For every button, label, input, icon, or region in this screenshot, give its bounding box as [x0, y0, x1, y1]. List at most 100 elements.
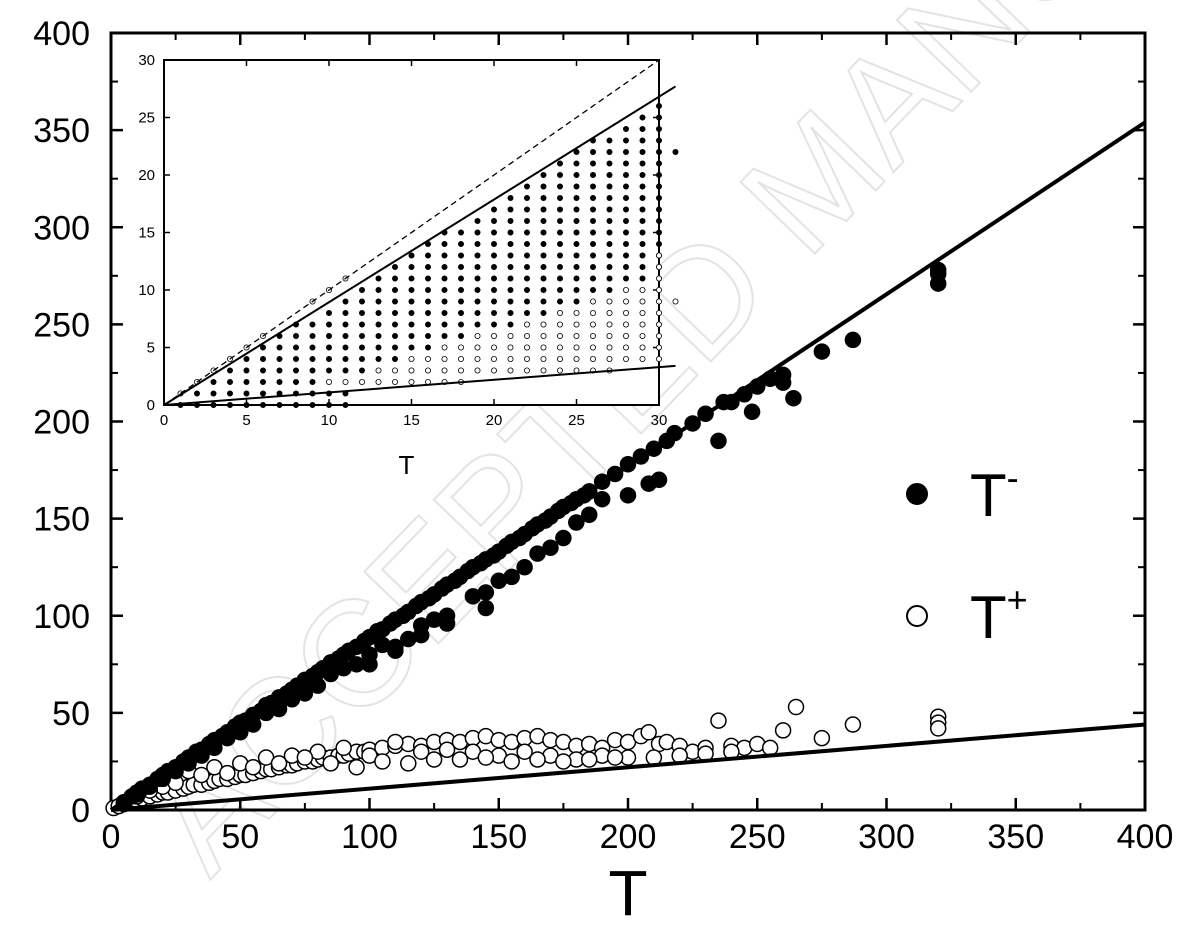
data-point-t-plus	[270, 755, 288, 772]
inset-point-filled	[457, 309, 464, 316]
inset-point-filled	[507, 229, 514, 236]
inset-point-open	[540, 332, 547, 339]
inset-point-filled	[573, 206, 580, 213]
inset-point-open	[573, 332, 580, 339]
inset-point-open	[656, 252, 663, 259]
inset-point-filled	[573, 194, 580, 201]
inset-point-filled	[474, 252, 481, 259]
inset-point-filled	[424, 309, 431, 316]
legend-label-t-minus: T-	[970, 457, 1019, 529]
inset-point-filled	[606, 229, 613, 236]
inset-point-filled	[490, 298, 497, 305]
inset-point-filled	[557, 206, 564, 213]
inset-point-filled	[441, 263, 448, 270]
main-reference-line	[109, 120, 1147, 812]
data-point-t-minus	[477, 584, 495, 601]
inset-point-filled	[375, 355, 382, 362]
inset-point-open	[606, 309, 613, 316]
inset-point-filled	[507, 275, 514, 282]
inset-point-filled	[490, 286, 497, 293]
data-point-t-plus	[374, 753, 391, 770]
data-point-t-plus	[555, 753, 572, 770]
data-point-t-minus	[650, 471, 668, 489]
inset-point-filled	[557, 240, 564, 247]
inset-point-open	[573, 309, 580, 316]
inset-point-filled	[557, 183, 564, 190]
inset-point-filled	[639, 252, 646, 259]
inset-point-open	[457, 344, 464, 351]
inset-point-filled	[424, 321, 431, 328]
inset-point-filled	[606, 171, 613, 178]
inset-point-open	[507, 367, 514, 374]
main-y-tick-label: 0	[71, 792, 90, 830]
inset-point-filled	[639, 160, 646, 167]
inset-point-filled	[441, 309, 448, 316]
data-point-t-plus	[516, 743, 533, 760]
inset-point-open	[672, 298, 679, 305]
inset-point-filled	[408, 344, 415, 351]
main-y-tick-label: 200	[33, 404, 90, 442]
data-point-t-plus	[412, 743, 430, 760]
inset-point-filled	[590, 286, 597, 293]
data-point-t-minus	[774, 374, 792, 391]
inset-point-filled	[457, 332, 464, 339]
inset-point-filled	[457, 286, 464, 293]
inset-point-filled	[424, 298, 431, 305]
inset-point-open	[342, 378, 349, 385]
inset-point-open	[656, 309, 663, 316]
main-y-tick-label: 300	[33, 209, 90, 247]
inset-point-filled	[639, 217, 646, 224]
inset-point-filled	[325, 321, 332, 328]
data-point-t-plus	[451, 751, 469, 768]
data-point-t-minus	[438, 615, 456, 632]
inset-point-open	[557, 355, 564, 362]
data-point-t-minus	[593, 490, 611, 508]
inset-point-open	[656, 275, 663, 282]
inset-point-open	[391, 378, 398, 385]
data-point-t-plus	[844, 716, 862, 733]
inset-point-filled	[474, 229, 481, 236]
inset-point-filled	[474, 217, 481, 224]
inset-point-filled	[424, 286, 431, 293]
inset-reference-line	[163, 364, 676, 406]
inset-point-filled	[540, 263, 547, 270]
inset-point-filled	[639, 126, 646, 133]
inset-point-filled	[391, 263, 398, 270]
inset-point-filled	[639, 263, 646, 270]
inset-point-filled	[639, 137, 646, 144]
inset-point-filled	[524, 298, 531, 305]
inset-point-filled	[623, 229, 630, 236]
inset-point-filled	[408, 252, 415, 259]
inset-point-filled	[391, 275, 398, 282]
legend-marker-t-minus	[906, 483, 928, 505]
inset-point-open	[557, 332, 564, 339]
data-point-t-minus	[516, 558, 533, 576]
inset-point-filled	[656, 137, 663, 144]
inset-point-filled	[656, 229, 663, 236]
inset-point-open	[358, 378, 365, 385]
inset-point-filled	[391, 355, 398, 362]
inset-point-filled	[474, 298, 481, 305]
inset-point-filled	[309, 401, 316, 408]
inset-y-tick-label: 5	[147, 340, 155, 357]
inset-point-filled	[623, 126, 630, 133]
inset-point-filled	[309, 367, 316, 374]
inset-point-filled	[507, 217, 514, 224]
inset-point-open	[408, 355, 415, 362]
inset-point-filled	[375, 275, 382, 282]
inset-point-open	[524, 344, 531, 351]
inset-point-filled	[424, 263, 431, 270]
inset-point-filled	[375, 321, 382, 328]
inset-point-filled	[226, 390, 233, 397]
inset-point-filled	[540, 206, 547, 213]
inset-point-filled	[639, 114, 646, 121]
inset-point-open	[639, 309, 646, 316]
data-point-t-minus	[619, 487, 637, 504]
inset-point-filled	[590, 240, 597, 247]
inset-point-filled	[639, 240, 646, 247]
inset-point-filled	[557, 252, 564, 259]
inset-point-open	[441, 355, 448, 362]
inset-point-filled	[623, 183, 630, 190]
inset-point-filled	[474, 263, 481, 270]
